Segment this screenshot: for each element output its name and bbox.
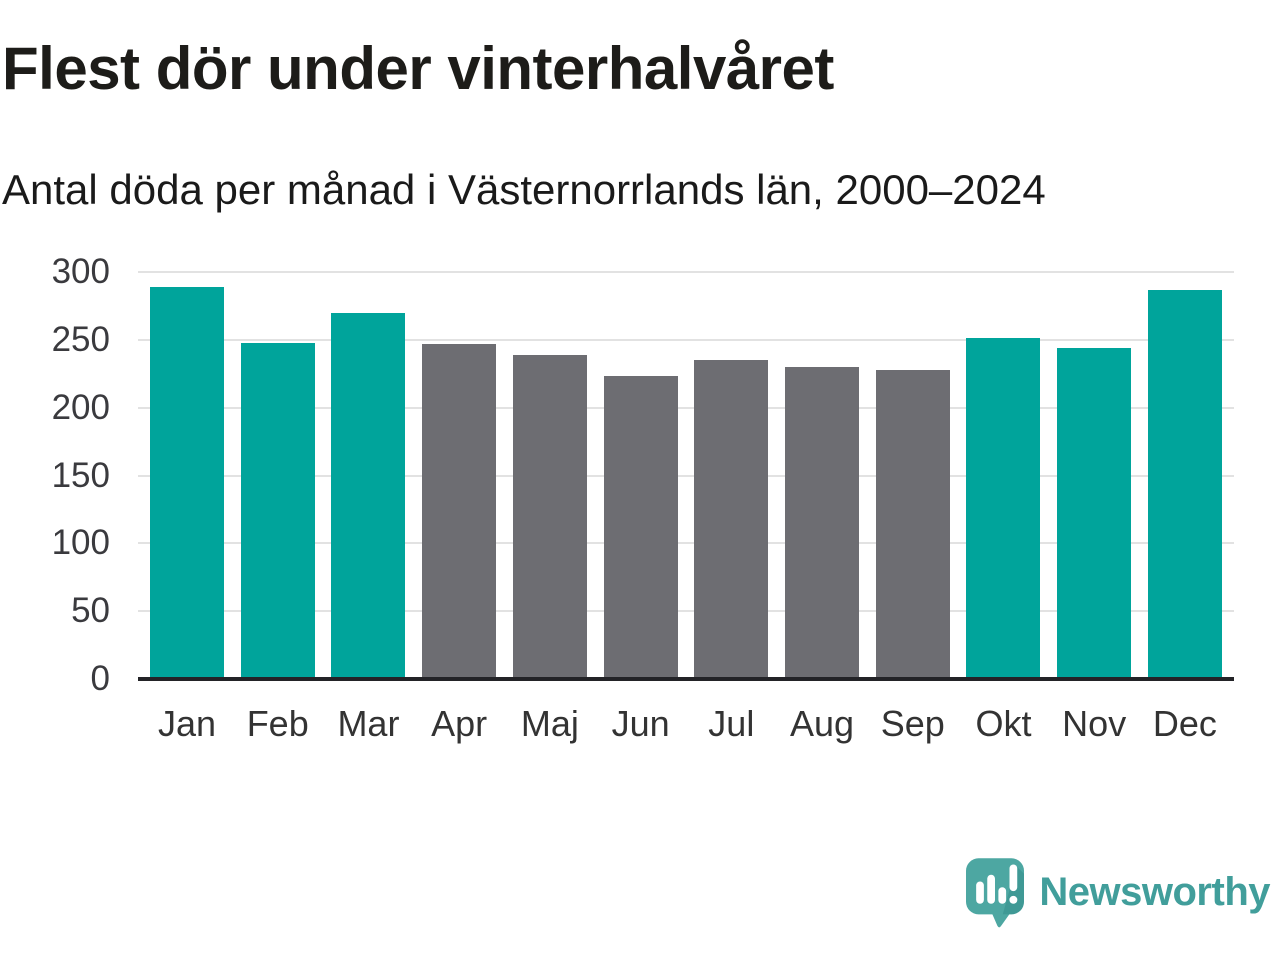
x-tick-jul: Jul	[708, 703, 755, 744]
chart-title: Flest dör under vinterhalvåret	[2, 35, 834, 102]
bar-jan	[150, 286, 224, 679]
brand-name: Newsworthy	[1039, 869, 1270, 914]
bar-mar	[331, 312, 406, 679]
gridline-300	[138, 271, 1234, 273]
bar-jun	[603, 376, 678, 679]
logo-bubble-tail	[991, 911, 1012, 928]
logo-exclamation-dot	[1009, 895, 1018, 904]
y-tick-250: 250	[51, 319, 110, 359]
x-tick-apr: Apr	[431, 703, 488, 744]
logo-bar-3	[998, 887, 1007, 904]
x-axis-labels: Jan Feb Mar Apr Maj Jun Jul Aug Sep Okt Nov Dec	[138, 704, 1234, 744]
bar-nov	[1057, 347, 1132, 679]
y-tick-150: 150	[51, 455, 110, 495]
bar-okt	[966, 338, 1041, 679]
logo-bar-1	[976, 881, 985, 904]
chart-subtitle: Antal döda per månad i Västernorrlands l…	[2, 166, 1046, 213]
y-tick-100: 100	[51, 523, 110, 563]
y-tick-300: 300	[51, 252, 110, 291]
gridline-250	[138, 338, 1234, 341]
x-tick-feb: Feb	[246, 703, 309, 744]
bars	[138, 272, 1234, 679]
gridline-100	[138, 542, 1234, 545]
plot-area	[138, 271, 1234, 681]
bar-dec	[1147, 289, 1222, 679]
x-tick-dec: Dec	[1152, 703, 1217, 744]
gridline-150	[138, 474, 1234, 477]
x-tick-mar: Mar	[337, 703, 400, 744]
x-tick-sep: Sep	[880, 703, 945, 744]
x-tick-jan: Jan	[157, 703, 217, 744]
bar-jul	[694, 360, 769, 679]
x-tick-maj: Maj	[520, 703, 579, 744]
bar-feb	[240, 342, 315, 679]
x-tick-okt: Okt	[975, 703, 1032, 744]
logo-bar-2	[987, 874, 996, 904]
brand-footer: Newsworthy	[966, 858, 1270, 932]
x-tick-jun: Jun	[611, 703, 670, 744]
gridline-50	[138, 610, 1234, 613]
bar-apr	[422, 343, 497, 679]
y-tick-0: 0	[90, 659, 110, 698]
y-tick-200: 200	[51, 387, 110, 427]
x-tick-nov: Nov	[1062, 703, 1127, 744]
x-axis-line	[138, 677, 1234, 681]
bar-maj	[512, 354, 587, 679]
gridline-200	[138, 406, 1234, 409]
bar-aug	[785, 366, 860, 679]
y-tick-50: 50	[71, 591, 110, 631]
logo-exclamation-bar	[1009, 864, 1018, 892]
newsworthy-logo-icon	[966, 858, 1025, 928]
x-tick-aug: Aug	[790, 703, 855, 744]
y-axis: 0 50 100 150 200 250 300	[0, 254, 110, 697]
bar-sep	[875, 369, 950, 679]
